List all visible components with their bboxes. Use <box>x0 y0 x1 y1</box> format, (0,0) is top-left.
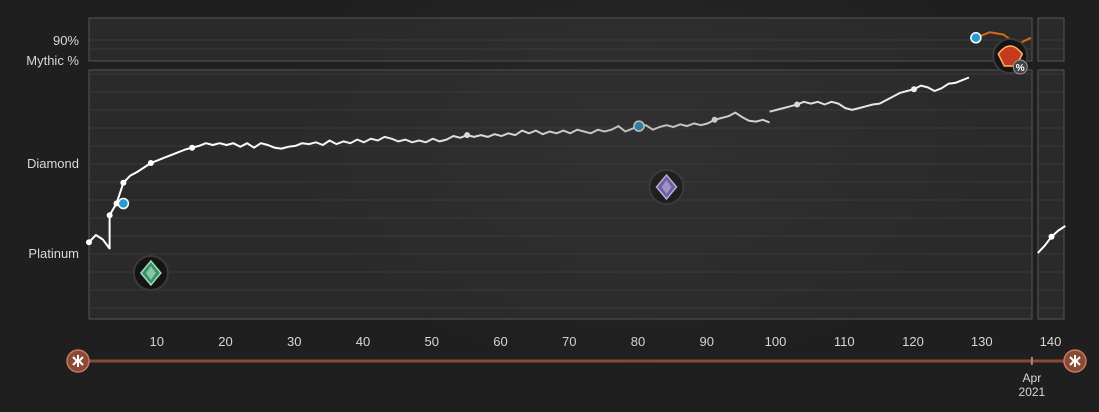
y-label-diamond: Diamond <box>27 156 79 171</box>
rank-up-marker <box>970 32 982 44</box>
x-tick-label: 60 <box>493 334 507 349</box>
mythic-rank-icon: % <box>992 38 1029 75</box>
data-point <box>711 116 718 123</box>
rank-panel-side <box>1037 69 1065 320</box>
percent-glyph: % <box>1016 63 1025 74</box>
rank-panel <box>88 69 1033 320</box>
date-label-year: 2021 <box>1019 385 1046 399</box>
data-point <box>911 86 917 93</box>
data-point <box>189 144 196 151</box>
x-tick-label: 140 <box>1040 334 1062 349</box>
y-label-mythic: Mythic % <box>26 53 79 68</box>
y-label-platinum: Platinum <box>28 246 79 261</box>
data-point <box>794 101 801 108</box>
percent-bubble <box>1012 59 1028 75</box>
x-tick-label: 100 <box>765 334 787 349</box>
x-tick-label: 110 <box>834 334 855 349</box>
x-tick-label: 50 <box>425 334 439 349</box>
x-tick-label: 80 <box>631 334 645 349</box>
axe-glyph <box>72 355 84 367</box>
date-label-month: Apr <box>1023 371 1042 385</box>
x-tick-label: 120 <box>902 334 924 349</box>
x-tick-label: 70 <box>562 334 576 349</box>
platinum-rank-icon <box>132 255 169 291</box>
x-tick-label: 130 <box>971 334 993 349</box>
axe-glyph <box>1069 355 1081 367</box>
mythic-tick-label: 90% <box>53 33 79 48</box>
series-line <box>769 76 970 113</box>
x-tick-label: 10 <box>150 334 164 349</box>
rank-up-marker <box>117 197 130 210</box>
x-tick-label: 20 <box>218 334 232 349</box>
data-point <box>147 160 154 166</box>
gridlines <box>90 39 1063 309</box>
rank-up-marker <box>633 120 645 132</box>
data-point <box>106 212 113 219</box>
diamond-rank-icon <box>648 169 685 205</box>
data-point <box>120 179 127 186</box>
gem-highlight <box>661 180 672 194</box>
x-tick-label: 90 <box>700 334 714 349</box>
series-line <box>88 111 770 250</box>
x-tick-label: 30 <box>287 334 301 349</box>
data-point <box>464 132 471 139</box>
data-point <box>1048 233 1055 240</box>
data-point <box>86 239 92 246</box>
timeline-start-icon <box>66 349 90 373</box>
gem-highlight <box>145 266 156 280</box>
x-tick-label: 40 <box>356 334 370 349</box>
timeline-end-icon <box>1063 349 1087 373</box>
